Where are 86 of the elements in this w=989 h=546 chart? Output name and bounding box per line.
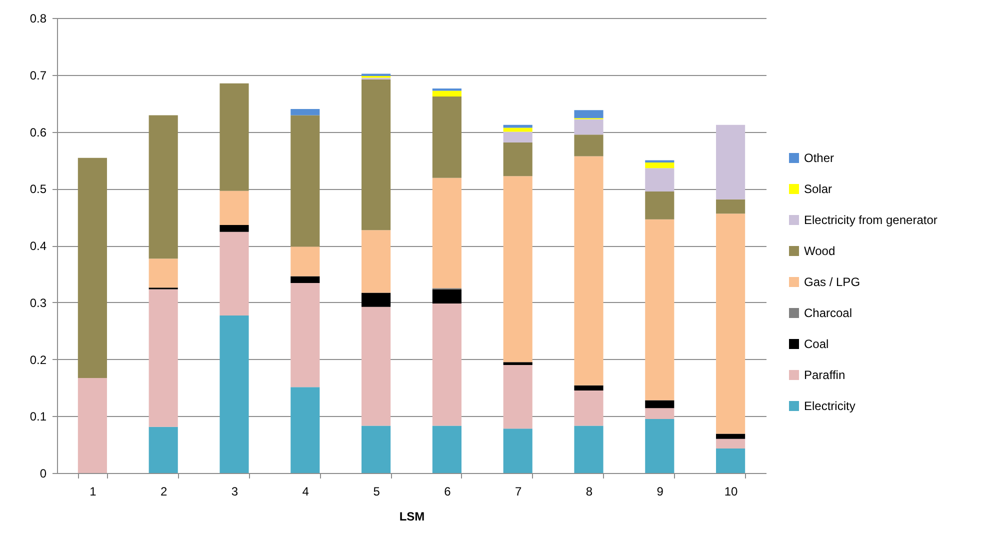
- bar: [432, 426, 462, 473]
- bar: [716, 448, 746, 473]
- bar: [716, 124, 746, 200]
- bar: [432, 304, 462, 426]
- bar: [574, 134, 604, 156]
- bar: [574, 110, 604, 118]
- bar: [503, 362, 532, 365]
- x-tick-label: 6: [444, 484, 452, 498]
- bar: [362, 306, 391, 426]
- x-tick-label: 7: [515, 484, 522, 498]
- bar: [290, 109, 320, 116]
- x-tick-label: 3: [231, 484, 238, 498]
- bar: [362, 74, 391, 76]
- y-tick-label: 0.4: [30, 239, 47, 253]
- bar: [503, 428, 532, 473]
- y-tick-label: 0: [40, 466, 47, 480]
- bar: [503, 176, 532, 362]
- legend-label: Other: [804, 151, 834, 165]
- x-tick-label: 2: [160, 484, 168, 498]
- bar: [432, 90, 462, 96]
- bar: [290, 246, 320, 276]
- bar: [503, 132, 532, 143]
- bar: [148, 258, 178, 288]
- bar: [362, 79, 391, 230]
- bar: [574, 426, 604, 473]
- x-axis-title: LSM: [399, 510, 425, 524]
- bar: [290, 283, 320, 388]
- x-tick-label: 8: [586, 484, 593, 498]
- bar: [78, 158, 107, 378]
- y-tick-label: 0.8: [30, 12, 47, 26]
- legend-label: Charcoal: [804, 306, 852, 320]
- legend-label: Coal: [804, 337, 829, 351]
- y-tick-label: 0.3: [30, 296, 47, 310]
- bar: [290, 115, 320, 247]
- bar: [716, 214, 746, 434]
- bar: [362, 426, 391, 473]
- bar: [716, 434, 746, 439]
- bar: [362, 230, 391, 293]
- bar: [574, 119, 604, 135]
- y-tick-label: 0.5: [30, 182, 47, 196]
- bar: [574, 156, 604, 386]
- y-tick-label: 0.2: [30, 352, 47, 367]
- bar: [290, 387, 320, 473]
- bar: [148, 115, 178, 259]
- bar: [716, 438, 746, 449]
- bar: [645, 219, 674, 400]
- x-tick-label: 10: [724, 484, 738, 498]
- y-tick-label: 0.7: [30, 68, 47, 82]
- bar: [290, 276, 320, 284]
- legend-label: Wood: [804, 244, 836, 258]
- legend-label: Electricity from generator: [804, 213, 938, 227]
- bar: [645, 162, 674, 168]
- bar: [503, 142, 532, 176]
- bar: [220, 190, 249, 226]
- bar: [220, 83, 249, 191]
- bar: [148, 426, 178, 473]
- bar: [645, 191, 674, 220]
- x-tick-label: 5: [373, 484, 380, 498]
- bar: [220, 315, 249, 473]
- bar: [645, 418, 674, 473]
- bar: [503, 124, 532, 128]
- x-tick-label: 9: [656, 484, 664, 498]
- bar: [432, 178, 462, 288]
- y-tick-label: 0.1: [30, 410, 47, 424]
- x-tick-label: 1: [90, 484, 97, 498]
- legend-label: Solar: [804, 182, 832, 196]
- bar: [432, 289, 462, 304]
- bar: [503, 128, 532, 132]
- bar: [503, 364, 532, 429]
- legend-label: Electricity: [804, 399, 856, 413]
- bar: [148, 289, 178, 427]
- bar: [716, 199, 746, 214]
- bar: [645, 408, 674, 419]
- legend-label: Paraffin: [804, 368, 846, 382]
- bar: [574, 390, 604, 426]
- y-tick-label: 0.6: [30, 125, 47, 140]
- bar: [78, 378, 107, 473]
- bar: [645, 400, 674, 408]
- bar: [645, 168, 674, 192]
- legend-label: Gas / LPG: [804, 275, 860, 289]
- bar: [220, 225, 249, 232]
- bar: [220, 232, 249, 316]
- bar: [362, 292, 391, 307]
- x-tick-label: 4: [302, 484, 310, 498]
- bar: [432, 96, 462, 178]
- bar: [574, 385, 604, 391]
